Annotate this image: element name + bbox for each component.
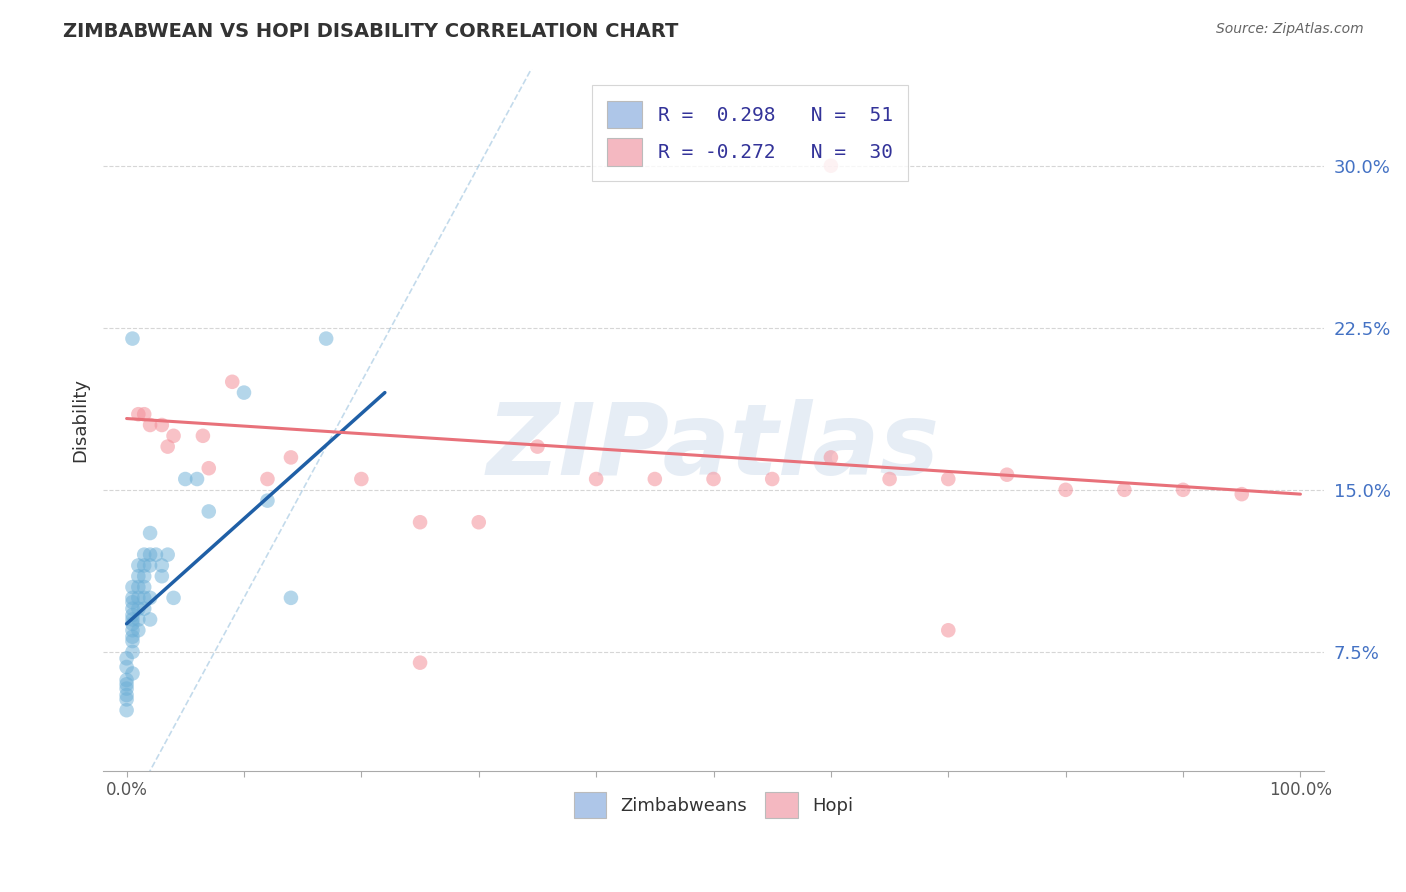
- Point: [409, 656, 432, 670]
- Point: [150, 569, 173, 583]
- Point: [127, 580, 149, 594]
- Point: [127, 601, 149, 615]
- Point: [115, 677, 138, 691]
- Point: [197, 461, 219, 475]
- Point: [121, 595, 143, 609]
- Point: [134, 569, 156, 583]
- Point: [127, 407, 149, 421]
- Text: ZIPatlas: ZIPatlas: [486, 400, 941, 496]
- Point: [134, 591, 156, 605]
- Point: [156, 548, 179, 562]
- Text: ZIMBABWEAN VS HOPI DISABILITY CORRELATION CHART: ZIMBABWEAN VS HOPI DISABILITY CORRELATIO…: [63, 22, 679, 41]
- Point: [134, 601, 156, 615]
- Point: [256, 472, 278, 486]
- Point: [121, 612, 143, 626]
- Point: [121, 580, 143, 594]
- Point: [115, 660, 138, 674]
- Y-axis label: Disability: Disability: [72, 377, 89, 461]
- Text: Source: ZipAtlas.com: Source: ZipAtlas.com: [1216, 22, 1364, 37]
- Point: [315, 332, 337, 346]
- Point: [127, 569, 149, 583]
- Point: [468, 515, 491, 529]
- Point: [121, 630, 143, 644]
- Point: [233, 385, 256, 400]
- Point: [127, 624, 149, 638]
- Point: [280, 450, 302, 465]
- Point: [162, 429, 184, 443]
- Point: [139, 612, 162, 626]
- Point: [256, 493, 278, 508]
- Point: [150, 558, 173, 573]
- Point: [1114, 483, 1136, 497]
- Point: [139, 558, 162, 573]
- Point: [115, 703, 138, 717]
- Point: [121, 645, 143, 659]
- Point: [162, 591, 184, 605]
- Point: [121, 332, 143, 346]
- Point: [526, 440, 548, 454]
- Point: [127, 591, 149, 605]
- Point: [702, 472, 724, 486]
- Point: [121, 601, 143, 615]
- Point: [134, 407, 156, 421]
- Point: [121, 666, 143, 681]
- Point: [1171, 483, 1194, 497]
- Point: [156, 440, 179, 454]
- Point: [115, 692, 138, 706]
- Point: [221, 375, 243, 389]
- Point: [115, 681, 138, 696]
- Legend: Zimbabweans, Hopi: Zimbabweans, Hopi: [567, 785, 860, 825]
- Point: [134, 548, 156, 562]
- Point: [139, 526, 162, 541]
- Point: [121, 591, 143, 605]
- Point: [820, 450, 842, 465]
- Point: [936, 472, 959, 486]
- Point: [879, 472, 901, 486]
- Point: [644, 472, 666, 486]
- Point: [995, 467, 1018, 482]
- Point: [115, 651, 138, 665]
- Point: [585, 472, 607, 486]
- Point: [121, 608, 143, 623]
- Point: [174, 472, 197, 486]
- Point: [936, 624, 959, 638]
- Point: [121, 624, 143, 638]
- Point: [150, 417, 173, 432]
- Point: [145, 548, 167, 562]
- Point: [1230, 487, 1253, 501]
- Point: [186, 472, 208, 486]
- Point: [191, 429, 214, 443]
- Point: [134, 580, 156, 594]
- Point: [121, 616, 143, 631]
- Point: [1054, 483, 1077, 497]
- Point: [134, 558, 156, 573]
- Point: [127, 558, 149, 573]
- Point: [280, 591, 302, 605]
- Point: [127, 612, 149, 626]
- Point: [139, 417, 162, 432]
- Point: [820, 159, 842, 173]
- Point: [139, 591, 162, 605]
- Point: [139, 548, 162, 562]
- Point: [761, 472, 783, 486]
- Point: [197, 504, 219, 518]
- Point: [115, 688, 138, 702]
- Point: [350, 472, 373, 486]
- Point: [409, 515, 432, 529]
- Point: [115, 673, 138, 687]
- Point: [121, 634, 143, 648]
